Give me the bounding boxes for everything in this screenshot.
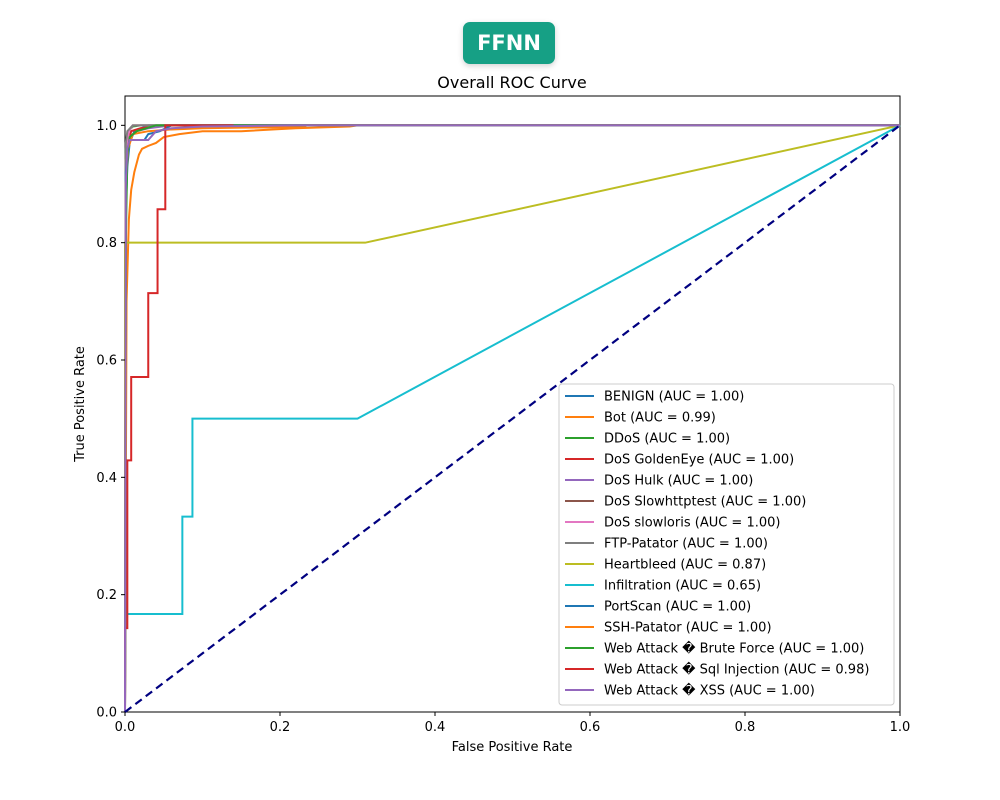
y-tick-label: 0.6	[96, 354, 117, 369]
legend-entry-label-0: BENIGN (AUC = 1.00)	[604, 390, 744, 405]
chance-diagonal-line	[124, 124, 901, 713]
legend-box	[558, 383, 895, 706]
legend-entry-label-14: Web Attack � XSS (AUC = 1.00)	[604, 682, 815, 699]
legend-entry-label-4: DoS Hulk (AUC = 1.00)	[604, 474, 753, 489]
series-layer	[124, 124, 901, 713]
legend-entry-label-12: Web Attack � Brute Force (AUC = 1.00)	[604, 640, 864, 657]
x-axis-label: False Positive Rate	[452, 740, 573, 755]
y-tick-label: 0.2	[96, 588, 117, 603]
x-tick-label: 0.2	[270, 720, 291, 735]
x-tick-label: 0.6	[580, 720, 601, 735]
y-tick-label: 0.0	[96, 706, 117, 721]
legend-entry-label-6: DoS slowloris (AUC = 1.00)	[604, 516, 780, 531]
ticks-layer: 0.0 0.2 0.4 0.6 0.8 1.0 0.0 0.2 0.4 0.6 0.8 1.0	[96, 119, 910, 735]
model-badge-label: FFNN	[477, 31, 541, 55]
roc-series-line-1	[124, 124, 900, 713]
y-tick-label: 0.4	[96, 471, 117, 486]
x-tick-label: 1.0	[890, 720, 911, 735]
roc-series-line-9	[124, 124, 901, 712]
roc-series-line-14	[124, 124, 900, 713]
legend-entry-label-1: Bot (AUC = 0.99)	[604, 411, 716, 426]
legend-entry-label-7: FTP-Patator (AUC = 1.00)	[604, 537, 768, 552]
legend-entry-label-11: SSH-Patator (AUC = 1.00)	[604, 621, 772, 636]
roc-series-line-13	[124, 124, 234, 712]
chart-title: Overall ROC Curve	[437, 73, 586, 92]
legend-entry-label-8: Heartbleed (AUC = 0.87)	[604, 558, 766, 573]
legend-entry-label-5: DoS Slowhttptest (AUC = 1.00)	[604, 495, 806, 510]
legend-entry-label-3: DoS GoldenEye (AUC = 1.00)	[604, 453, 794, 468]
legend-entry-label-13: Web Attack � Sql Injection (AUC = 0.98)	[604, 661, 869, 678]
y-axis-label: True Positive Rate	[73, 346, 88, 463]
legend-entry-label-10: PortScan (AUC = 1.00)	[604, 600, 751, 615]
x-tick-label: 0.8	[735, 720, 756, 735]
x-tick-label: 0.0	[115, 720, 136, 735]
legend-entry-label-2: DDoS (AUC = 1.00)	[604, 432, 730, 447]
legend-entry-label-9: Infiltration (AUC = 0.65)	[604, 579, 761, 594]
legend: BENIGN (AUC = 1.00) Bot (AUC = 0.99) DDoS …	[558, 383, 895, 706]
y-tick-label: 0.8	[96, 236, 117, 251]
y-tick-label: 1.0	[96, 119, 117, 134]
x-tick-label: 0.4	[425, 720, 446, 735]
model-badge: FFNN	[463, 22, 555, 64]
